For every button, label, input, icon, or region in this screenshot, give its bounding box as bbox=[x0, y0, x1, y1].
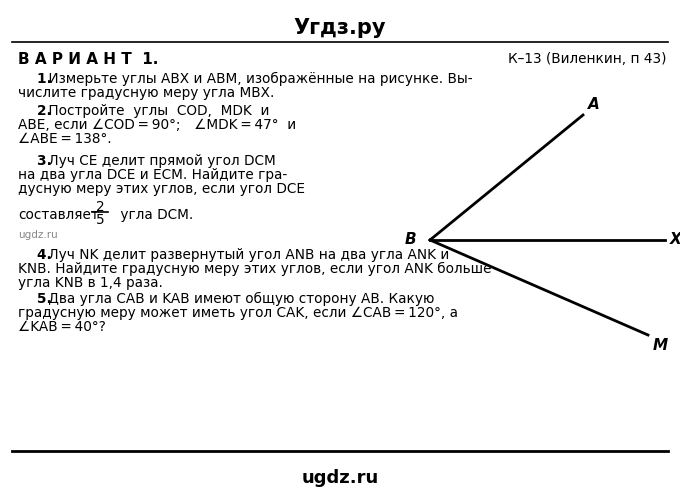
Text: 5: 5 bbox=[96, 213, 104, 227]
Text: градусную меру может иметь угол CAK, если ∠CAB = 120°, а: градусную меру может иметь угол CAK, есл… bbox=[18, 306, 458, 320]
Text: ugdz.ru: ugdz.ru bbox=[18, 230, 58, 240]
Text: M: M bbox=[653, 338, 668, 353]
Text: составляет: составляет bbox=[18, 208, 99, 222]
Text: B: B bbox=[405, 233, 416, 248]
Text: 4.: 4. bbox=[18, 248, 52, 262]
Text: A: A bbox=[588, 97, 600, 112]
Text: Луч CE делит прямой угол DCM: Луч CE делит прямой угол DCM bbox=[44, 154, 276, 168]
Text: 3.: 3. bbox=[18, 154, 52, 168]
Text: дусную меру этих углов, если угол DCE: дусную меру этих углов, если угол DCE bbox=[18, 182, 305, 196]
Text: Измерьте углы ABX и ABM, изображённые на рисунке. Вы-: Измерьте углы ABX и ABM, изображённые на… bbox=[44, 72, 473, 86]
Text: Угдз.ру: Угдз.ру bbox=[294, 18, 386, 38]
Text: ABE, если ∠COD = 90°; ∠MDK = 47°  и: ABE, если ∠COD = 90°; ∠MDK = 47° и bbox=[18, 118, 296, 132]
Text: 2.: 2. bbox=[18, 104, 52, 118]
Text: Луч NK делит развернутый угол ANB на два угла ANK и: Луч NK делит развернутый угол ANB на два… bbox=[44, 248, 449, 262]
Text: X: X bbox=[670, 233, 680, 248]
Text: на два угла DCE и ECM. Найдите гра-: на два угла DCE и ECM. Найдите гра- bbox=[18, 168, 287, 182]
Text: 1.: 1. bbox=[18, 72, 52, 86]
Text: числите градусную меру угла MBX.: числите градусную меру угла MBX. bbox=[18, 86, 274, 100]
Text: В А Р И А Н Т  1.: В А Р И А Н Т 1. bbox=[18, 52, 158, 67]
Text: ugdz.ru: ugdz.ru bbox=[301, 469, 379, 487]
Text: ∠KAB = 40°?: ∠KAB = 40°? bbox=[18, 320, 106, 334]
Text: 2: 2 bbox=[96, 200, 104, 214]
Text: К–13 (Виленкин, п 43): К–13 (Виленкин, п 43) bbox=[507, 52, 666, 66]
Text: ∠ABE = 138°.: ∠ABE = 138°. bbox=[18, 132, 112, 146]
Text: Два угла CAB и KAB имеют общую сторону AB. Какую: Два угла CAB и KAB имеют общую сторону A… bbox=[44, 292, 435, 306]
Text: угла KNB в 1,4 раза.: угла KNB в 1,4 раза. bbox=[18, 276, 163, 290]
Text: KNB. Найдите градусную меру этих углов, если угол ANK больше: KNB. Найдите градусную меру этих углов, … bbox=[18, 262, 492, 276]
Text: 5.: 5. bbox=[18, 292, 52, 306]
Text: Постройте  углы  COD,  MDK  и: Постройте углы COD, MDK и bbox=[44, 104, 269, 118]
Text: угла DCM.: угла DCM. bbox=[116, 208, 193, 222]
